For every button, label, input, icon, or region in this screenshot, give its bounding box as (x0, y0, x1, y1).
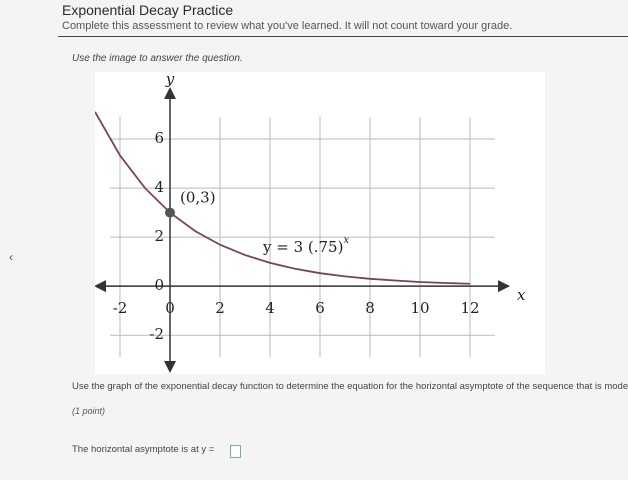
page-title: Exponential Decay Practice (62, 2, 234, 18)
y-tick-label: 0 (154, 276, 164, 294)
y-tick-label: -2 (149, 325, 164, 343)
point-marker (165, 207, 175, 218)
x-tick-label: 8 (365, 299, 375, 317)
x-tick-label: 10 (410, 299, 429, 317)
question: Use the graph of the exponential decay f… (72, 381, 628, 392)
page-subtitle: Complete this assessment to review what … (62, 20, 513, 32)
y-tick-label: 6 (154, 129, 164, 147)
answer-input[interactable] (230, 445, 241, 458)
curve (95, 111, 471, 285)
x-tick-label: 2 (215, 299, 225, 317)
instruction: Use the image to answer the question. (72, 53, 243, 64)
answer-prompt: The horizontal asymptote is at y = (72, 444, 215, 455)
equation-base: y = 3 (.75) (262, 238, 343, 256)
equation: y = 3 (.75)x (262, 235, 349, 257)
y-tick-label: 2 (154, 227, 164, 245)
x-tick-label: 6 (315, 299, 325, 317)
points: (1 point) (72, 406, 106, 416)
previous-button[interactable]: ‹ (9, 250, 13, 264)
equation-exponent: x (343, 235, 349, 246)
y-axis-label: y (165, 72, 175, 88)
x-tick-label: 0 (165, 299, 175, 317)
divider (58, 36, 628, 37)
x-tick-label: 12 (460, 299, 479, 317)
x-tick-label: 4 (265, 299, 275, 317)
point-label: (0,3) (180, 189, 216, 207)
x-tick-label: -2 (113, 299, 128, 317)
y-tick-label: 4 (154, 178, 164, 196)
x-axis-label: x (517, 286, 526, 304)
